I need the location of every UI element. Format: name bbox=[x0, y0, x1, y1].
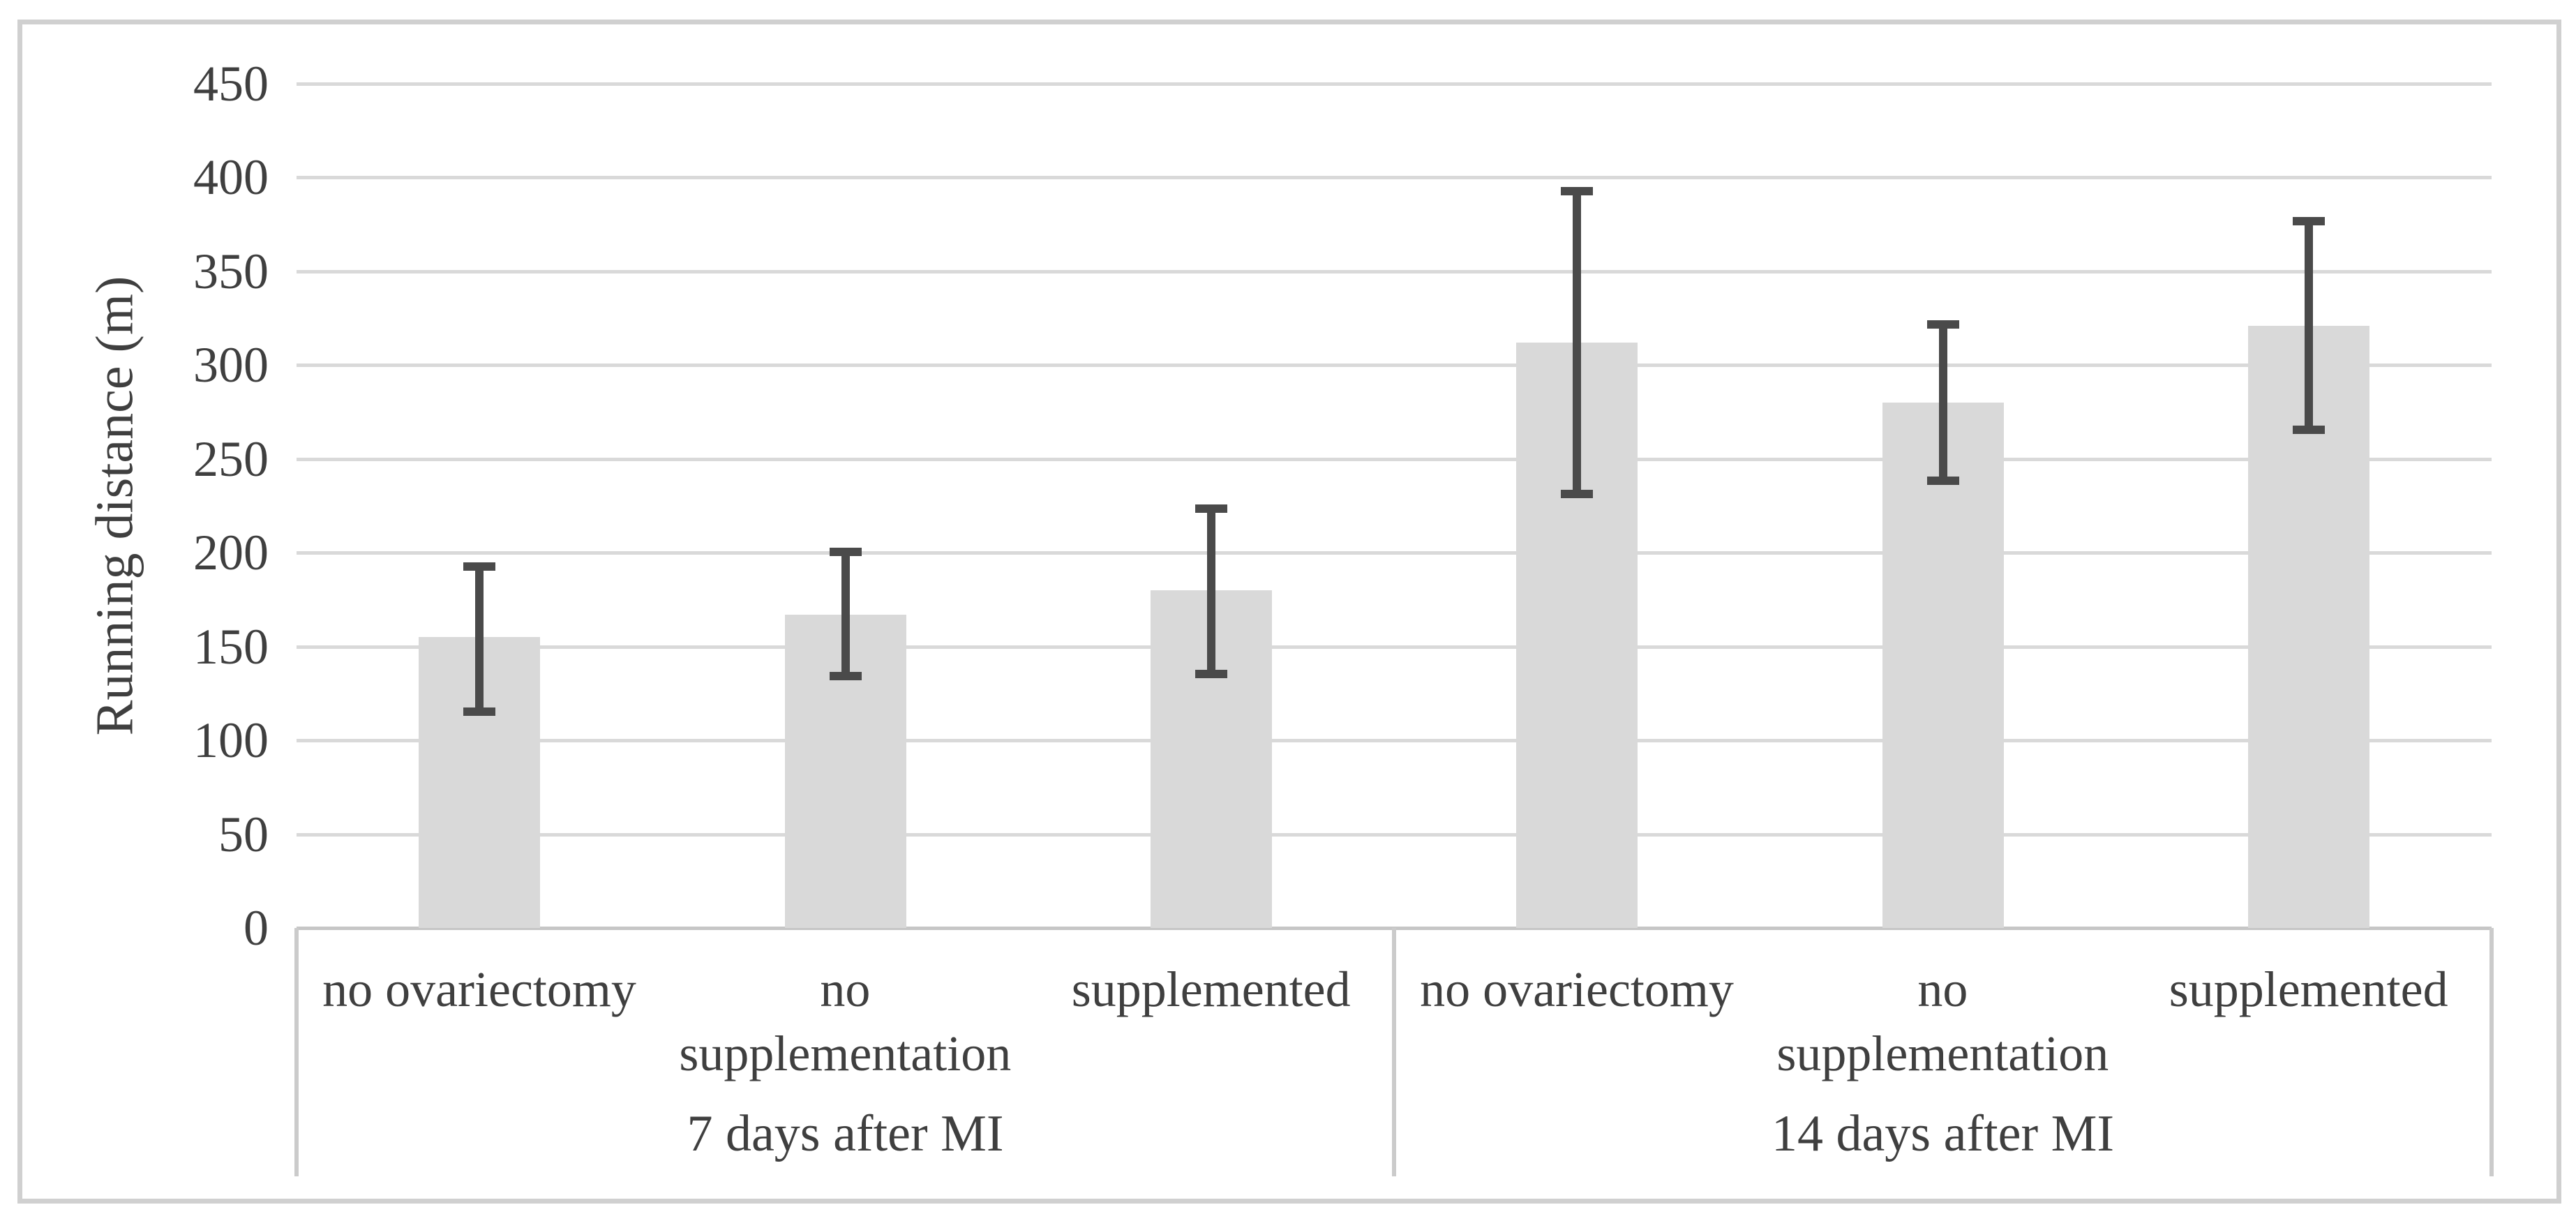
category-label: no ovariectomy bbox=[1420, 961, 1734, 1017]
category-label: supplemented bbox=[2169, 961, 2448, 1017]
group-divider bbox=[1392, 928, 1396, 1176]
y-gridline bbox=[297, 551, 2492, 555]
y-gridline bbox=[297, 176, 2492, 180]
group-label: 7 days after MI bbox=[687, 1105, 1004, 1162]
y-gridline bbox=[297, 739, 2492, 743]
y-tick-label: 300 bbox=[193, 337, 269, 394]
category-label: no ovariectomy bbox=[322, 961, 636, 1017]
group-divider bbox=[2489, 928, 2494, 1176]
error-bar-cap-top bbox=[1561, 187, 1594, 196]
y-tick-label: 350 bbox=[193, 243, 269, 299]
chart-figure: Running distance (m) 0 50 100 150 200 250 300 3… bbox=[17, 20, 2561, 1204]
error-bar-line bbox=[1206, 507, 1215, 675]
y-tick-label: 450 bbox=[193, 56, 269, 112]
error-bar-cap-bottom bbox=[463, 707, 496, 716]
category-label: no supplementation bbox=[679, 961, 1012, 1081]
y-tick-label: 0 bbox=[244, 900, 269, 956]
category-label: no supplementation bbox=[1776, 961, 2109, 1081]
error-bar-cap-bottom bbox=[1926, 477, 1959, 486]
error-bar-line bbox=[1938, 324, 1947, 482]
error-bar-line bbox=[841, 550, 850, 677]
y-gridline bbox=[297, 269, 2492, 274]
y-gridline bbox=[297, 364, 2492, 368]
y-tick-label: 250 bbox=[193, 430, 269, 487]
y-tick-label: 50 bbox=[218, 806, 269, 862]
error-bar-cap-top bbox=[1926, 320, 1959, 329]
category-label: supplemented bbox=[1071, 961, 1351, 1017]
y-tick-label: 100 bbox=[193, 712, 269, 769]
y-tick-label: 200 bbox=[193, 525, 269, 581]
error-bar-cap-bottom bbox=[829, 671, 862, 680]
error-bar-cap-bottom bbox=[1561, 489, 1594, 498]
y-gridline bbox=[297, 645, 2492, 649]
error-bar-line bbox=[2304, 220, 2313, 431]
y-tick-label: 150 bbox=[193, 618, 269, 675]
group-divider bbox=[294, 928, 299, 1176]
y-tick-label: 400 bbox=[193, 149, 269, 206]
error-bar-cap-bottom bbox=[2292, 426, 2325, 435]
error-bar-cap-top bbox=[463, 562, 496, 571]
error-bar-line bbox=[475, 566, 484, 712]
y-gridline bbox=[297, 457, 2492, 461]
y-gridline bbox=[297, 82, 2492, 86]
error-bar-line bbox=[1573, 190, 1582, 495]
y-gridline bbox=[297, 832, 2492, 837]
group-label: 14 days after MI bbox=[1771, 1105, 2115, 1162]
error-bar-cap-top bbox=[829, 547, 862, 556]
error-bar-cap-top bbox=[1195, 504, 1227, 513]
error-bar-cap-top bbox=[2292, 217, 2325, 226]
error-bar-cap-bottom bbox=[1195, 670, 1227, 678]
bar bbox=[1882, 403, 2004, 928]
